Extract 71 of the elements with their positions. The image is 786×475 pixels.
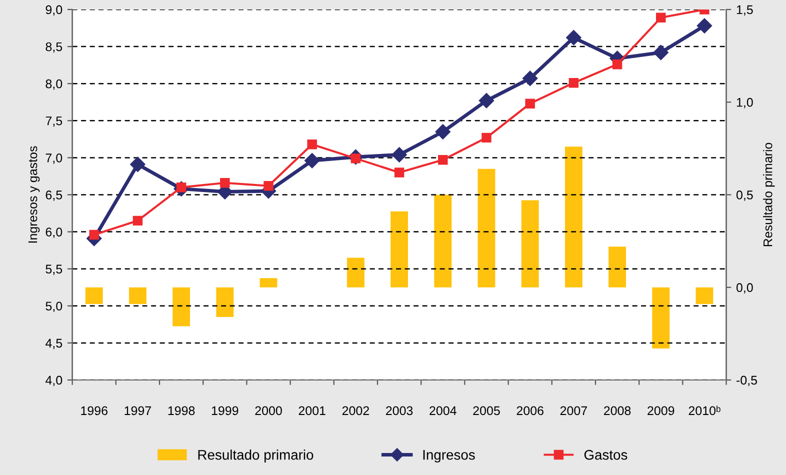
bar: [696, 287, 714, 304]
x-tick-label: 1997: [124, 406, 151, 416]
point: [653, 44, 668, 60]
point: [478, 93, 494, 108]
x-tick-label: 2004: [430, 406, 456, 416]
bar: [216, 287, 234, 318]
y-tick-label: 4,5: [46, 338, 62, 350]
point: [568, 78, 579, 88]
y-tick-label: 6,5: [46, 190, 62, 201]
bar: [478, 168, 496, 288]
point: [392, 147, 407, 162]
x-tick-label: 2007: [560, 406, 587, 416]
x-tick-label: 2010ᵇ: [688, 406, 720, 416]
x-tick-label: 2001: [298, 406, 326, 416]
y-tick-label: 8,5: [46, 42, 62, 53]
y-tick-label: 8,0: [46, 79, 62, 90]
y-axis-title: Ingresos y gastos: [28, 146, 40, 243]
bar: [652, 287, 670, 349]
x-tick-label: 1996: [81, 406, 108, 416]
point: [566, 30, 582, 46]
y-tick-label: 7,5: [46, 116, 62, 127]
legend-label: Ingresos: [423, 450, 475, 462]
x-tick-label: 2006: [516, 406, 544, 416]
point: [435, 124, 450, 140]
legend-label: Resultado primario: [198, 450, 314, 462]
y2-tick-label: 1,0: [736, 98, 753, 108]
y-tick-label: 5,0: [46, 302, 62, 312]
point: [89, 230, 99, 240]
bar: [172, 287, 190, 326]
point: [522, 70, 538, 86]
legend-label: Gastos: [584, 450, 628, 460]
x-tick-label: 2003: [386, 406, 413, 416]
y-tick-label: 4,0: [46, 376, 62, 386]
y-tick-label: 6,0: [46, 228, 62, 238]
y2-tick-label: -0,5: [736, 376, 757, 386]
y2-tick-label: 0,5: [736, 190, 753, 201]
point: [438, 155, 448, 165]
bar: [521, 200, 539, 288]
point: [220, 178, 230, 188]
point: [696, 18, 712, 34]
x-tick-label: 1999: [212, 406, 238, 416]
point: [304, 153, 320, 168]
point: [656, 12, 666, 23]
x-tick-label: 2005: [473, 406, 500, 416]
x-tick-label: 1998: [168, 406, 195, 416]
point: [264, 180, 274, 191]
x-tick-label: 2000: [255, 406, 282, 416]
point: [525, 98, 535, 108]
x-tick-label: 2009: [648, 406, 674, 416]
bar: [260, 278, 278, 288]
x-tick-label: 2002: [342, 406, 369, 416]
point: [394, 168, 404, 178]
point: [132, 216, 143, 226]
bar: [390, 211, 408, 288]
y2-tick-label: 1,5: [736, 5, 753, 16]
point: [307, 140, 317, 150]
bar: [564, 146, 582, 288]
y2-tick-label: 0,0: [736, 283, 753, 294]
x-tick-label: 2008: [604, 406, 631, 416]
bar: [85, 287, 103, 304]
bar: [608, 246, 626, 288]
y2-axis-title: Resultado primario: [763, 142, 775, 246]
bar: [346, 258, 364, 288]
y-tick-label: 7,0: [46, 154, 62, 164]
y-tick-label: 5,5: [46, 264, 62, 275]
bar: [434, 194, 452, 288]
bar: [128, 287, 146, 304]
point: [130, 156, 146, 172]
y-tick-label: 9,0: [46, 5, 62, 16]
point: [482, 132, 492, 143]
point: [612, 59, 622, 70]
